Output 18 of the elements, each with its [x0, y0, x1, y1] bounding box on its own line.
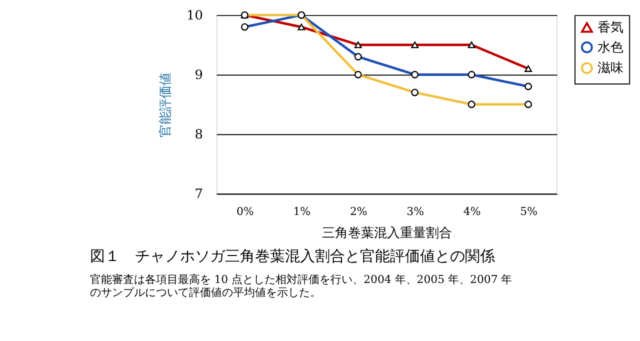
text: 図１ チャノホソガ三角巻葉混入割合と官能評価値との関係: [90, 247, 495, 266]
x-tick-label: 2%: [350, 205, 368, 218]
y-tick-label: 7: [194, 187, 203, 202]
x-tick-label: 1%: [293, 205, 311, 218]
legend-label: 香気: [597, 20, 624, 36]
y-tick-label: 8: [194, 128, 203, 143]
y-axis-title: 官能評価値: [158, 72, 174, 138]
y-tick-label: 9: [194, 68, 203, 84]
x-tick-label: 0%: [236, 205, 254, 218]
x-axis-title: 三角巻葉混入重量割合: [322, 226, 452, 241]
text: のサンプルについて評価値の平均値を示した。: [90, 286, 321, 299]
x-tick-label: 3%: [406, 205, 424, 218]
text: 官能審査は各項目最高を 10 点とした相対評価を行い、2004 年、2005 年、2007 年: [90, 272, 512, 286]
legend-label: 滋味: [597, 61, 624, 76]
x-tick-label: 5%: [520, 205, 538, 218]
y-tick-label: 10: [186, 8, 203, 24]
x-tick-label: 4%: [463, 205, 481, 218]
legend-label: 水色: [597, 40, 624, 56]
